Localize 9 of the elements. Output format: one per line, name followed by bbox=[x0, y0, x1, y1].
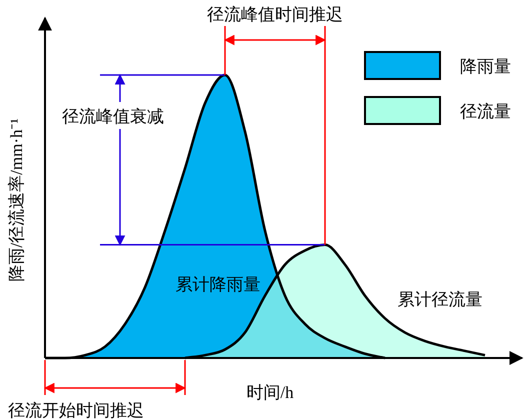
annotation: 累计降雨量 bbox=[176, 275, 260, 294]
y-axis-title: 降雨/径流速率/mm·h⁻¹ bbox=[7, 118, 26, 282]
annotation: 累计径流量 bbox=[398, 290, 482, 309]
text: 径流峰值时间推迟 bbox=[207, 5, 343, 24]
text: 径流开始时间推迟 bbox=[8, 401, 144, 420]
legend-label: 径流量 bbox=[460, 102, 511, 121]
x-axis-title: 时间/h bbox=[246, 383, 294, 402]
annotation: 径流峰值衰减 bbox=[62, 107, 164, 126]
legend-label: 降雨量 bbox=[460, 57, 511, 76]
